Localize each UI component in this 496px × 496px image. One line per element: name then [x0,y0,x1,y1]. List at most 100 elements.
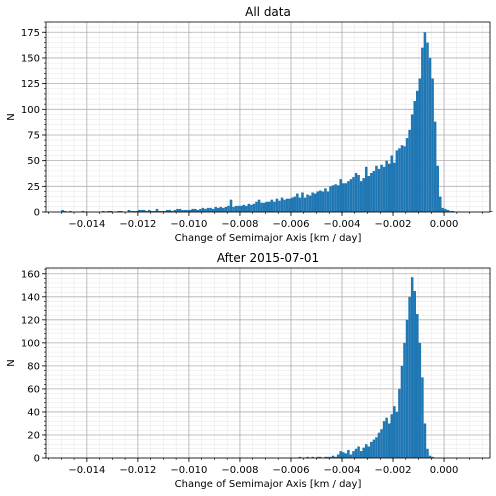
histogram-bar [196,209,200,212]
histogram-bar [329,186,332,212]
histogram-bar [367,176,371,212]
histogram-bar [349,179,353,212]
x-tick-label: −0.012 [119,465,156,476]
histogram-bar [306,456,309,458]
histogram-bar [171,210,174,212]
histogram-bar [416,314,419,458]
y-tick-label: 80 [27,361,40,372]
histogram-bar [349,454,353,458]
histogram-bar [385,417,388,458]
y-tick-label: 100 [21,105,40,116]
histogram-bar [395,150,399,212]
histogram-bar [68,210,72,212]
x-tick-label: 0.000 [430,465,459,476]
histogram-bar [339,179,342,212]
histogram-bar [354,172,358,212]
histogram-bar [265,201,268,212]
histogram-bar [446,209,450,212]
y-tick-label: 150 [21,53,40,64]
histogram-bar [359,451,363,458]
y-tick-label: 100 [21,338,40,349]
histogram-bar [298,197,302,212]
histogram-bar [352,177,355,212]
histogram-bar [331,185,335,212]
histogram-bar [165,209,169,212]
histogram-bar [137,209,141,212]
histogram-bar [222,207,225,212]
histogram-bar [336,454,340,458]
histogram-bar [418,342,422,458]
histogram-bar [191,208,194,212]
histogram-bar [188,209,192,212]
histogram-bar [308,195,312,212]
histogram-bar [364,444,368,458]
histogram-bar [324,456,327,458]
histogram-bar [214,206,217,212]
histogram-bar [387,423,391,458]
histogram-bar [357,175,360,212]
histogram-bar [148,209,151,212]
histogram-bar [120,210,123,212]
histogram-bar [216,207,220,212]
histogram-bar [426,42,429,212]
histogram-bar [393,162,396,212]
histogram-bar [334,456,337,458]
histogram-bar [390,155,394,212]
histogram-bar [313,193,317,212]
histogram-bar [362,447,365,458]
histogram-bar [339,451,342,458]
x-tick-label: −0.002 [375,219,412,230]
x-tick-label: −0.004 [323,219,360,230]
histogram-bar [352,451,355,458]
histogram-bar [219,206,223,212]
chart-title: All data [245,5,291,19]
histogram-bar [380,164,383,212]
histogram-bar [413,291,416,458]
histogram-bar [416,90,419,212]
histogram-bar [382,166,386,212]
histogram-bar [423,32,427,213]
histogram-bar [403,342,406,458]
histogram-bar [321,191,325,212]
histogram-bar [255,201,258,212]
histogram-bar [102,210,105,212]
histogram-bar [173,209,177,212]
histogram-bar [168,209,172,212]
histogram-bar [142,209,146,212]
histogram-bar [245,205,248,212]
histogram-bar [408,129,411,212]
plot-frame [45,267,491,459]
bars [61,32,493,213]
histogram-bar [451,210,455,212]
histogram-bar [362,178,365,212]
histogram-bar [183,209,187,212]
x-tick-label: −0.006 [272,219,309,230]
histogram-bar [293,196,297,212]
histogram-bar [326,456,330,458]
histogram-bar [405,319,409,458]
histogram-bar [372,439,376,458]
histogram-bar [290,197,294,212]
x-tick-label: −0.010 [170,465,207,476]
y-tick-label: 0 [34,454,40,465]
x-tick-label: −0.006 [272,465,309,476]
histogram-bar [275,198,279,212]
histogram-bar [81,210,85,212]
histogram-bar [344,183,348,212]
histogram-bar [270,199,274,212]
x-tick-label: −0.004 [323,465,360,476]
histogram-bar [403,146,406,212]
histogram-bar [316,456,320,458]
histogram-bar [347,181,350,212]
histogram-bar [431,456,434,458]
histogram-bar [364,166,368,212]
bars [298,277,434,458]
histogram-bar [311,192,314,212]
histogram-bar [398,148,401,212]
histogram-bar [375,437,378,458]
histogram-bar [242,204,246,212]
histogram-bar [204,208,207,212]
histogram-bar [206,207,210,212]
y-tick-label: 75 [27,130,40,141]
